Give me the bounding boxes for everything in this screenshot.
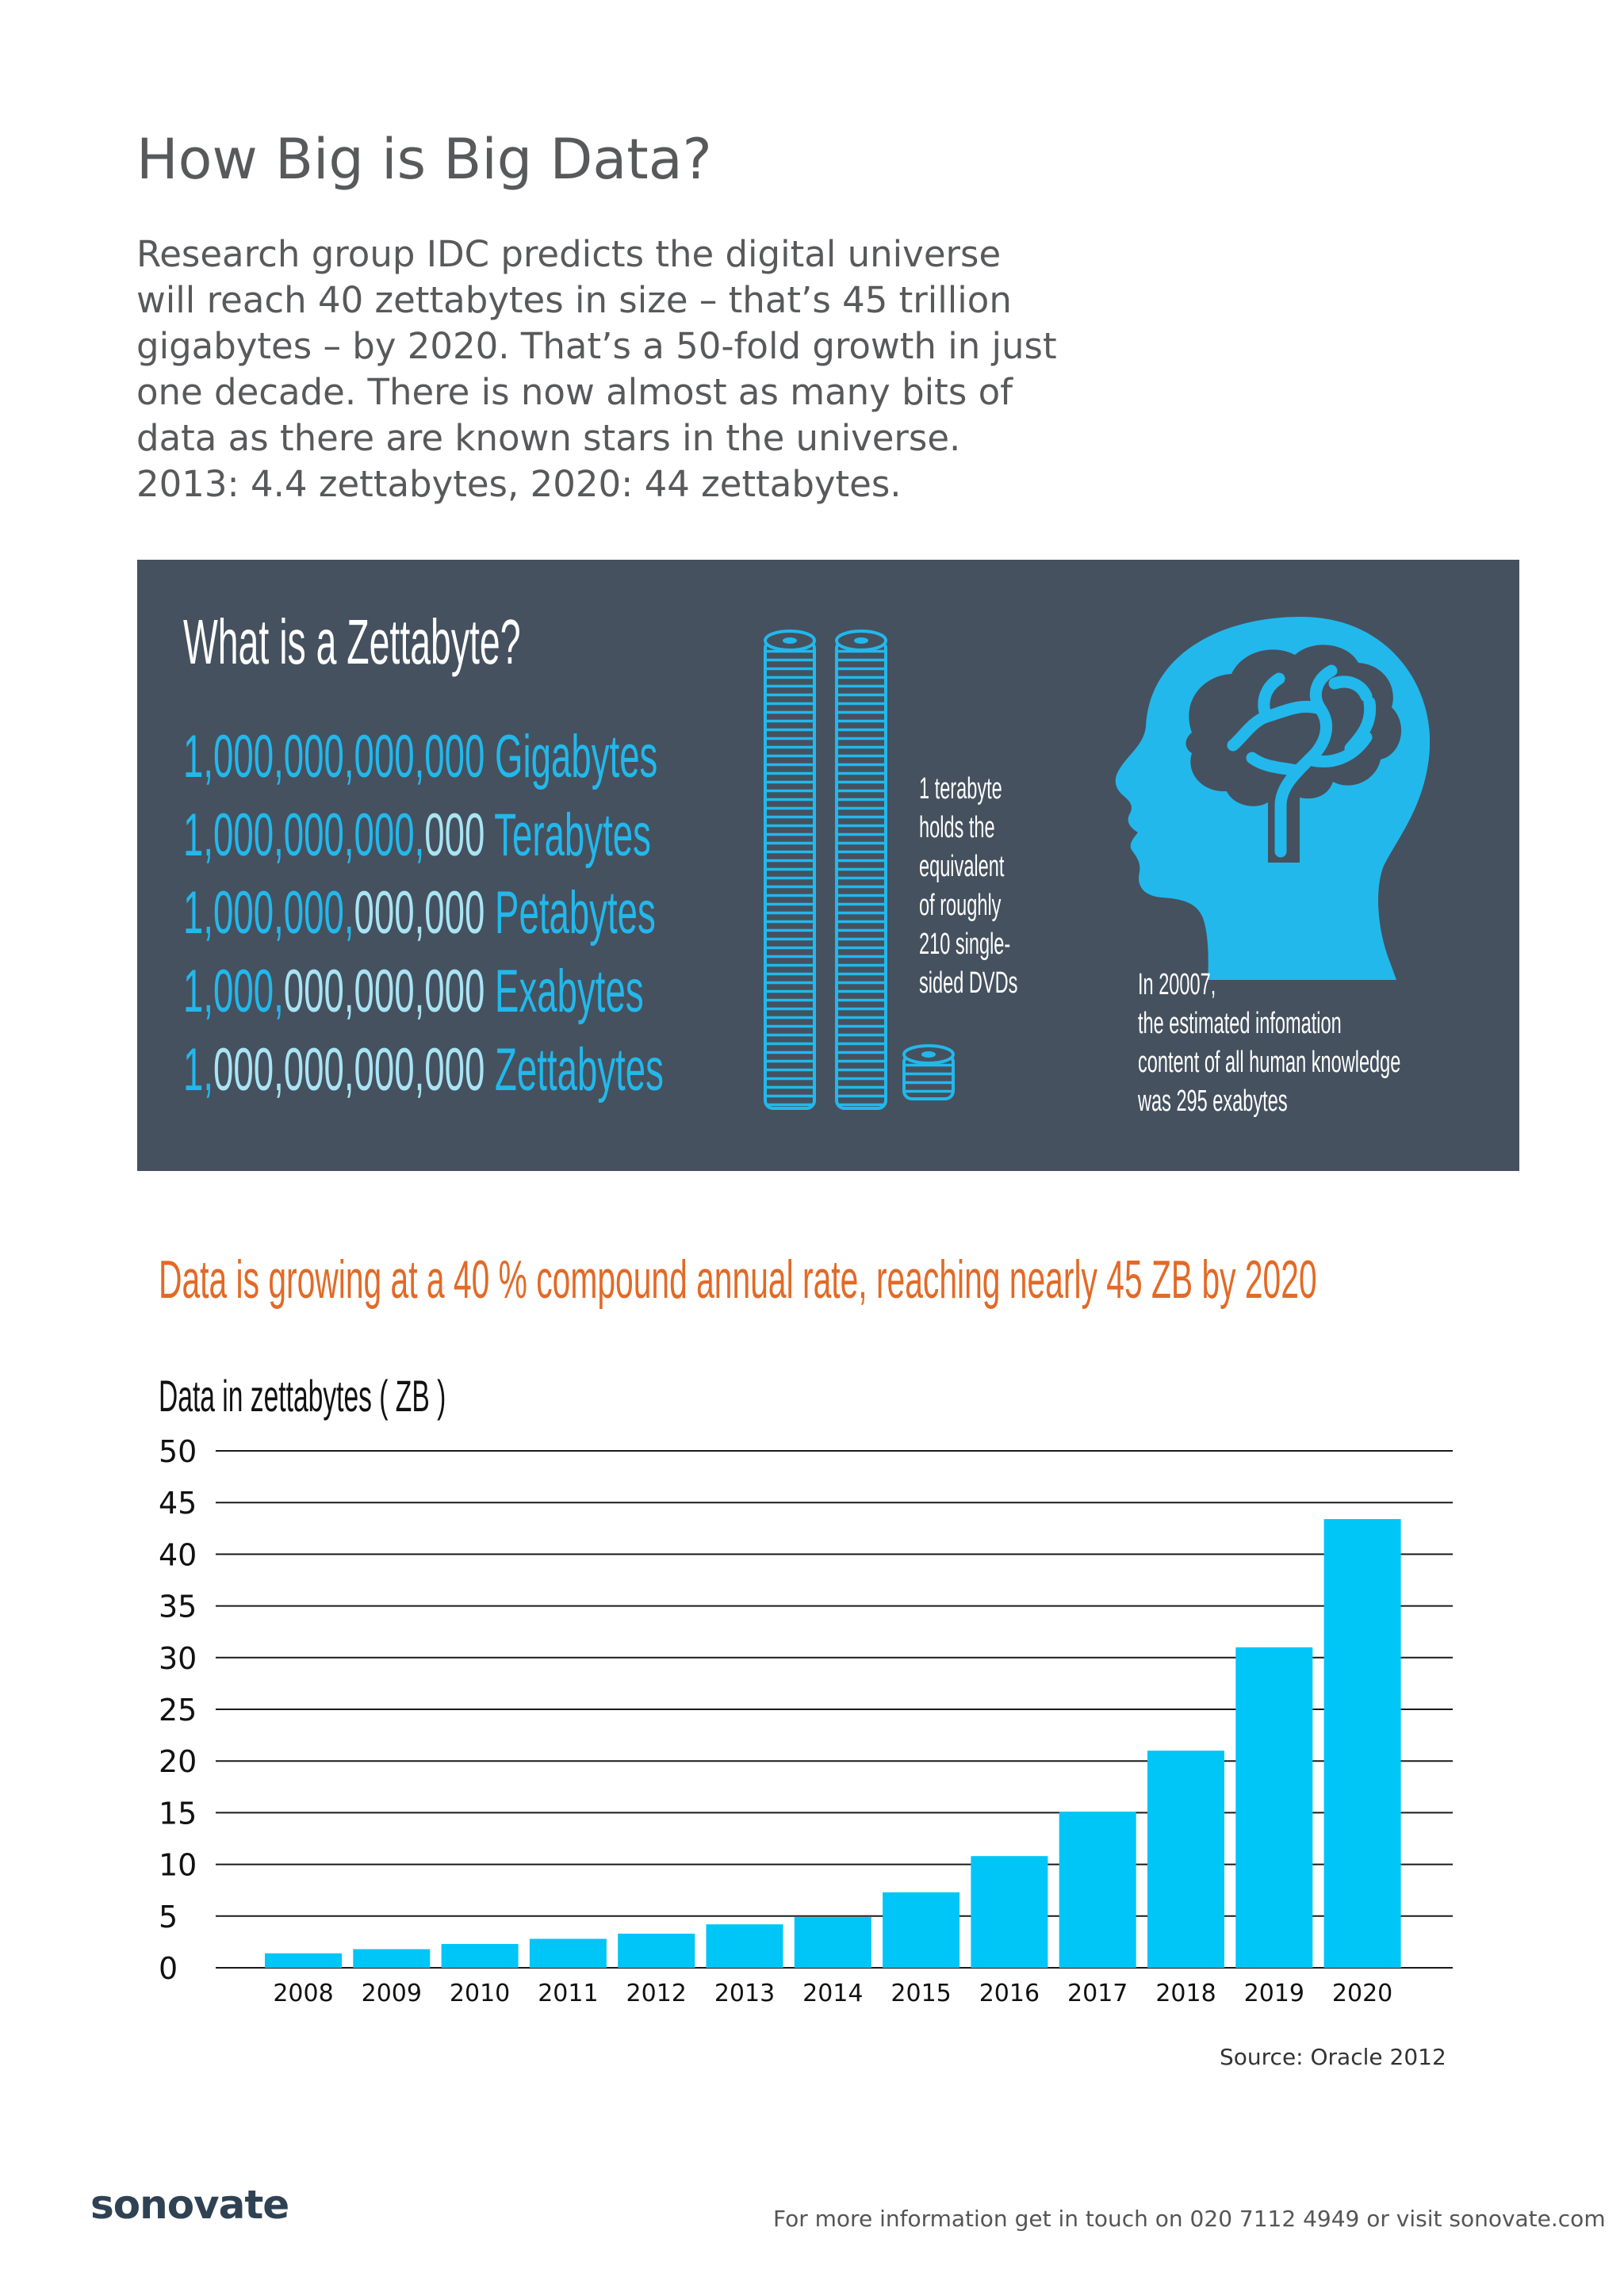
x-tick-label: 2009 (362, 1980, 422, 2007)
bar (794, 1917, 871, 1968)
terabyte-note: 1 terabyte holds the equivalent of rough… (919, 772, 1018, 1000)
intro-line: data as there are known stars in the uni… (136, 417, 961, 459)
y-axis-label: Data in zettabytes ( ZB ) (159, 1371, 446, 1421)
x-tick-label: 2017 (1067, 1980, 1128, 2007)
knowledge-note: In 20007, the estimated infomation conte… (1138, 968, 1401, 1118)
zettabyte-row: 1,000,000,000,000 Gigabytes (183, 723, 658, 790)
y-tick-label: 35 (159, 1590, 197, 1624)
zettabyte-row: 1,000,000,000,000 Terabytes (183, 802, 651, 869)
zettabyte-row: 1,000,000,000,000 Petabytes (183, 879, 656, 947)
bar (1147, 1751, 1224, 1968)
y-tick-label: 20 (159, 1744, 197, 1779)
bar (883, 1892, 960, 1968)
x-tick-label: 2020 (1332, 1980, 1392, 2007)
y-tick-label: 30 (159, 1641, 197, 1676)
bar (353, 1949, 431, 1968)
y-tick-label: 10 (159, 1848, 197, 1883)
bar (971, 1856, 1048, 1968)
bar (706, 1924, 783, 1968)
dvd-stack-icon (764, 629, 887, 1110)
brand-logo: sonovate (90, 2182, 289, 2228)
source-note: Source: Oracle 2012 (1220, 2044, 1446, 2070)
bar (1059, 1812, 1136, 1968)
bar (265, 1953, 342, 1968)
bar (1235, 1647, 1313, 1968)
x-tick-label: 2014 (802, 1980, 863, 2007)
bar (441, 1944, 519, 1968)
intro-line: 2013: 4.4 zettabytes, 2020: 44 zettabyte… (136, 463, 902, 505)
bar (618, 1933, 695, 1968)
x-tick-label: 2008 (273, 1980, 333, 2007)
y-tick-label: 0 (159, 1951, 178, 1986)
footer-contact: For more information get in touch on 020… (773, 2206, 1606, 2232)
x-tick-label: 2012 (626, 1980, 687, 2007)
intro-line: will reach 40 zettabytes in size – that’… (136, 279, 1012, 321)
zettabyte-row: 1,000,000,000,000 Zettabytes (183, 1036, 664, 1104)
y-tick-label: 25 (159, 1693, 197, 1728)
intro-line: gigabytes – by 2020. That’s a 50-fold gr… (136, 325, 1057, 367)
zettabyte-row: 1,000,000,000,000 Exabytes (183, 958, 644, 1025)
zettabyte-panel: What is a Zettabyte? 1,000,000,000,000 G… (137, 560, 1519, 1171)
x-tick-label: 2010 (450, 1980, 510, 2007)
y-tick-label: 45 (159, 1486, 197, 1521)
x-tick-label: 2016 (979, 1980, 1040, 2007)
intro-line: one decade. There is now almost as many … (136, 371, 1013, 413)
intro-paragraph: Research group IDC predicts the digital … (136, 232, 1088, 507)
x-tick-label: 2013 (714, 1980, 775, 2007)
intro-line: Research group IDC predicts the digital … (136, 233, 1002, 275)
panel-title: What is a Zettabyte? (183, 607, 521, 677)
y-tick-label: 50 (159, 1434, 197, 1469)
y-tick-label: 5 (159, 1900, 178, 1934)
bar (1323, 1519, 1401, 1968)
page-title: How Big is Big Data? (136, 127, 712, 192)
dvd-small-stack-icon (902, 1044, 955, 1100)
x-tick-label: 2019 (1244, 1980, 1304, 2007)
y-tick-label: 40 (159, 1537, 197, 1572)
head-brain-icon (1115, 617, 1430, 980)
bar (529, 1938, 607, 1968)
chart-headline: Data is growing at a 40 % compound annua… (159, 1249, 1317, 1310)
x-tick-label: 2018 (1155, 1980, 1216, 2007)
x-tick-label: 2011 (538, 1980, 598, 2007)
x-tick-label: 2015 (891, 1980, 951, 2007)
y-tick-label: 15 (159, 1796, 197, 1831)
